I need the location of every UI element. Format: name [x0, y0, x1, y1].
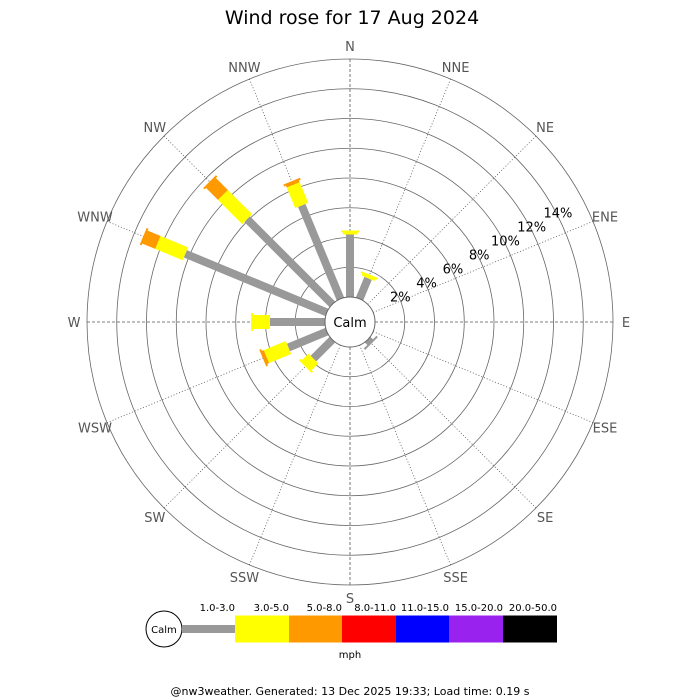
direction-label-se: SE [537, 511, 553, 526]
percent-label-6: 6% [443, 262, 464, 277]
spoke-se [367, 339, 537, 509]
bar-cap-nw [203, 175, 218, 190]
bar-cap-wsw [259, 349, 269, 367]
direction-label-wnw: WNW [77, 210, 113, 225]
direction-labels: N NNE NE ENE E ESE SE SSE S SSW SW WSW W WNW NW NNW [68, 40, 631, 607]
legend-bin-label-6: 15.0-20.0 [455, 603, 503, 614]
legend-bin-label-3: 5.0-8.0 [307, 603, 342, 614]
ring-14 [116, 88, 584, 556]
bar-wsw-bin-2 [263, 341, 292, 364]
bar-nne-bin-1 [355, 276, 372, 301]
percent-label-2: 2% [390, 290, 411, 305]
legend-swatch-3 [289, 615, 342, 643]
percent-label-14: 14% [543, 206, 572, 221]
calm-circle [324, 296, 376, 348]
legend-bin-label-1: 1.0-3.0 [200, 603, 235, 614]
bar-nnw-bin-2 [286, 182, 309, 209]
legend-bin-label-5: 11.0-15.0 [401, 603, 449, 614]
bar-sw-bin-1 [310, 336, 336, 362]
spoke-ene [372, 220, 594, 313]
calm-label: Calm [333, 316, 366, 331]
legend-swatch-6 [449, 615, 503, 643]
ring-12 [146, 118, 554, 526]
ring-6 [235, 207, 465, 437]
bar-cap-se [363, 335, 378, 350]
percent-labels: 2% 4% 6% 8%10%12%14% [390, 206, 572, 305]
bar-wnw [139, 228, 329, 317]
bar-wnw-bin-3 [141, 230, 161, 249]
bar-cap-nnw [283, 177, 301, 187]
bar-nne [355, 271, 378, 301]
direction-label-w: W [68, 316, 81, 331]
direction-label-ne: NE [536, 121, 554, 136]
bar-wnw-bin-2 [155, 235, 189, 261]
direction-label-sw: SW [144, 511, 165, 526]
percent-label-10: 10% [491, 234, 520, 249]
legend-swatch-4 [342, 615, 396, 643]
direction-label-ene: ENE [592, 210, 618, 225]
footer-text: @nw3weather. Generated: 13 Dec 2025 19:3… [171, 685, 530, 698]
spoke-nne [359, 78, 452, 300]
legend-swatch-2 [235, 615, 289, 643]
direction-label-e: E [622, 316, 630, 331]
bar-wsw-bin-1 [286, 327, 329, 352]
bar-nnw [283, 177, 345, 301]
ring-10 [175, 147, 525, 497]
bar-n [341, 230, 359, 297]
spoke-ese [372, 331, 594, 424]
legend-bin-label-4: 8.0-11.0 [354, 603, 396, 614]
direction-label-nne: NNE [442, 61, 470, 76]
direction-label-ese: ESE [593, 422, 618, 437]
bar-cap-sw [298, 358, 314, 374]
chart-title: Wind rose for 17 Aug 2024 [225, 7, 479, 29]
direction-label-nw: NW [144, 121, 167, 136]
legend-calm-label: Calm [151, 625, 177, 636]
bar-wnw-bin-1 [183, 250, 329, 317]
bar-se [363, 335, 378, 350]
bar-nw-bin-3 [205, 177, 228, 200]
wind-bars [139, 175, 378, 374]
direction-label-nnw: NNW [228, 61, 260, 76]
direction-label-ssw: SSW [230, 571, 260, 586]
percent-label-4: 4% [416, 276, 437, 291]
bar-nnw-bin-1 [298, 203, 345, 301]
percent-label-12: 12% [517, 220, 546, 235]
direction-label-s: S [346, 592, 354, 607]
direction-label-wsw: WSW [78, 422, 112, 437]
bar-wsw [259, 327, 329, 367]
spoke-ne [367, 135, 537, 305]
direction-label-n: N [345, 40, 355, 55]
speed-legend: Calm 1.0-3.0 3.0-5.0 5.0-8.0 8.0-11.0 11.0-1… [145, 603, 557, 661]
legend-swatch-1 [182, 625, 235, 633]
bar-cap-wnw [139, 228, 149, 246]
legend-swatch-5 [396, 615, 449, 643]
direction-label-sse: SSE [443, 571, 468, 586]
bar-sw-bin-2 [301, 353, 319, 371]
ring-8 [205, 177, 495, 467]
percent-label-8: 8% [469, 248, 490, 263]
legend-bin-label-2: 3.0-5.0 [254, 603, 289, 614]
spoke-sse [359, 344, 452, 566]
bar-cap-nne [360, 271, 378, 280]
spoke-ssw [248, 344, 341, 566]
bar-nw-bin-2 [217, 189, 253, 225]
legend-swatch-7 [503, 615, 557, 643]
legend-unit-label: mph [339, 650, 361, 661]
bar-nw-bin-1 [244, 216, 336, 308]
bar-sw [298, 336, 336, 374]
bar-nw [203, 175, 336, 308]
spoke-sw [163, 339, 333, 509]
bar-w [251, 313, 325, 331]
legend-bin-label-7: 20.0-50.0 [509, 603, 557, 614]
